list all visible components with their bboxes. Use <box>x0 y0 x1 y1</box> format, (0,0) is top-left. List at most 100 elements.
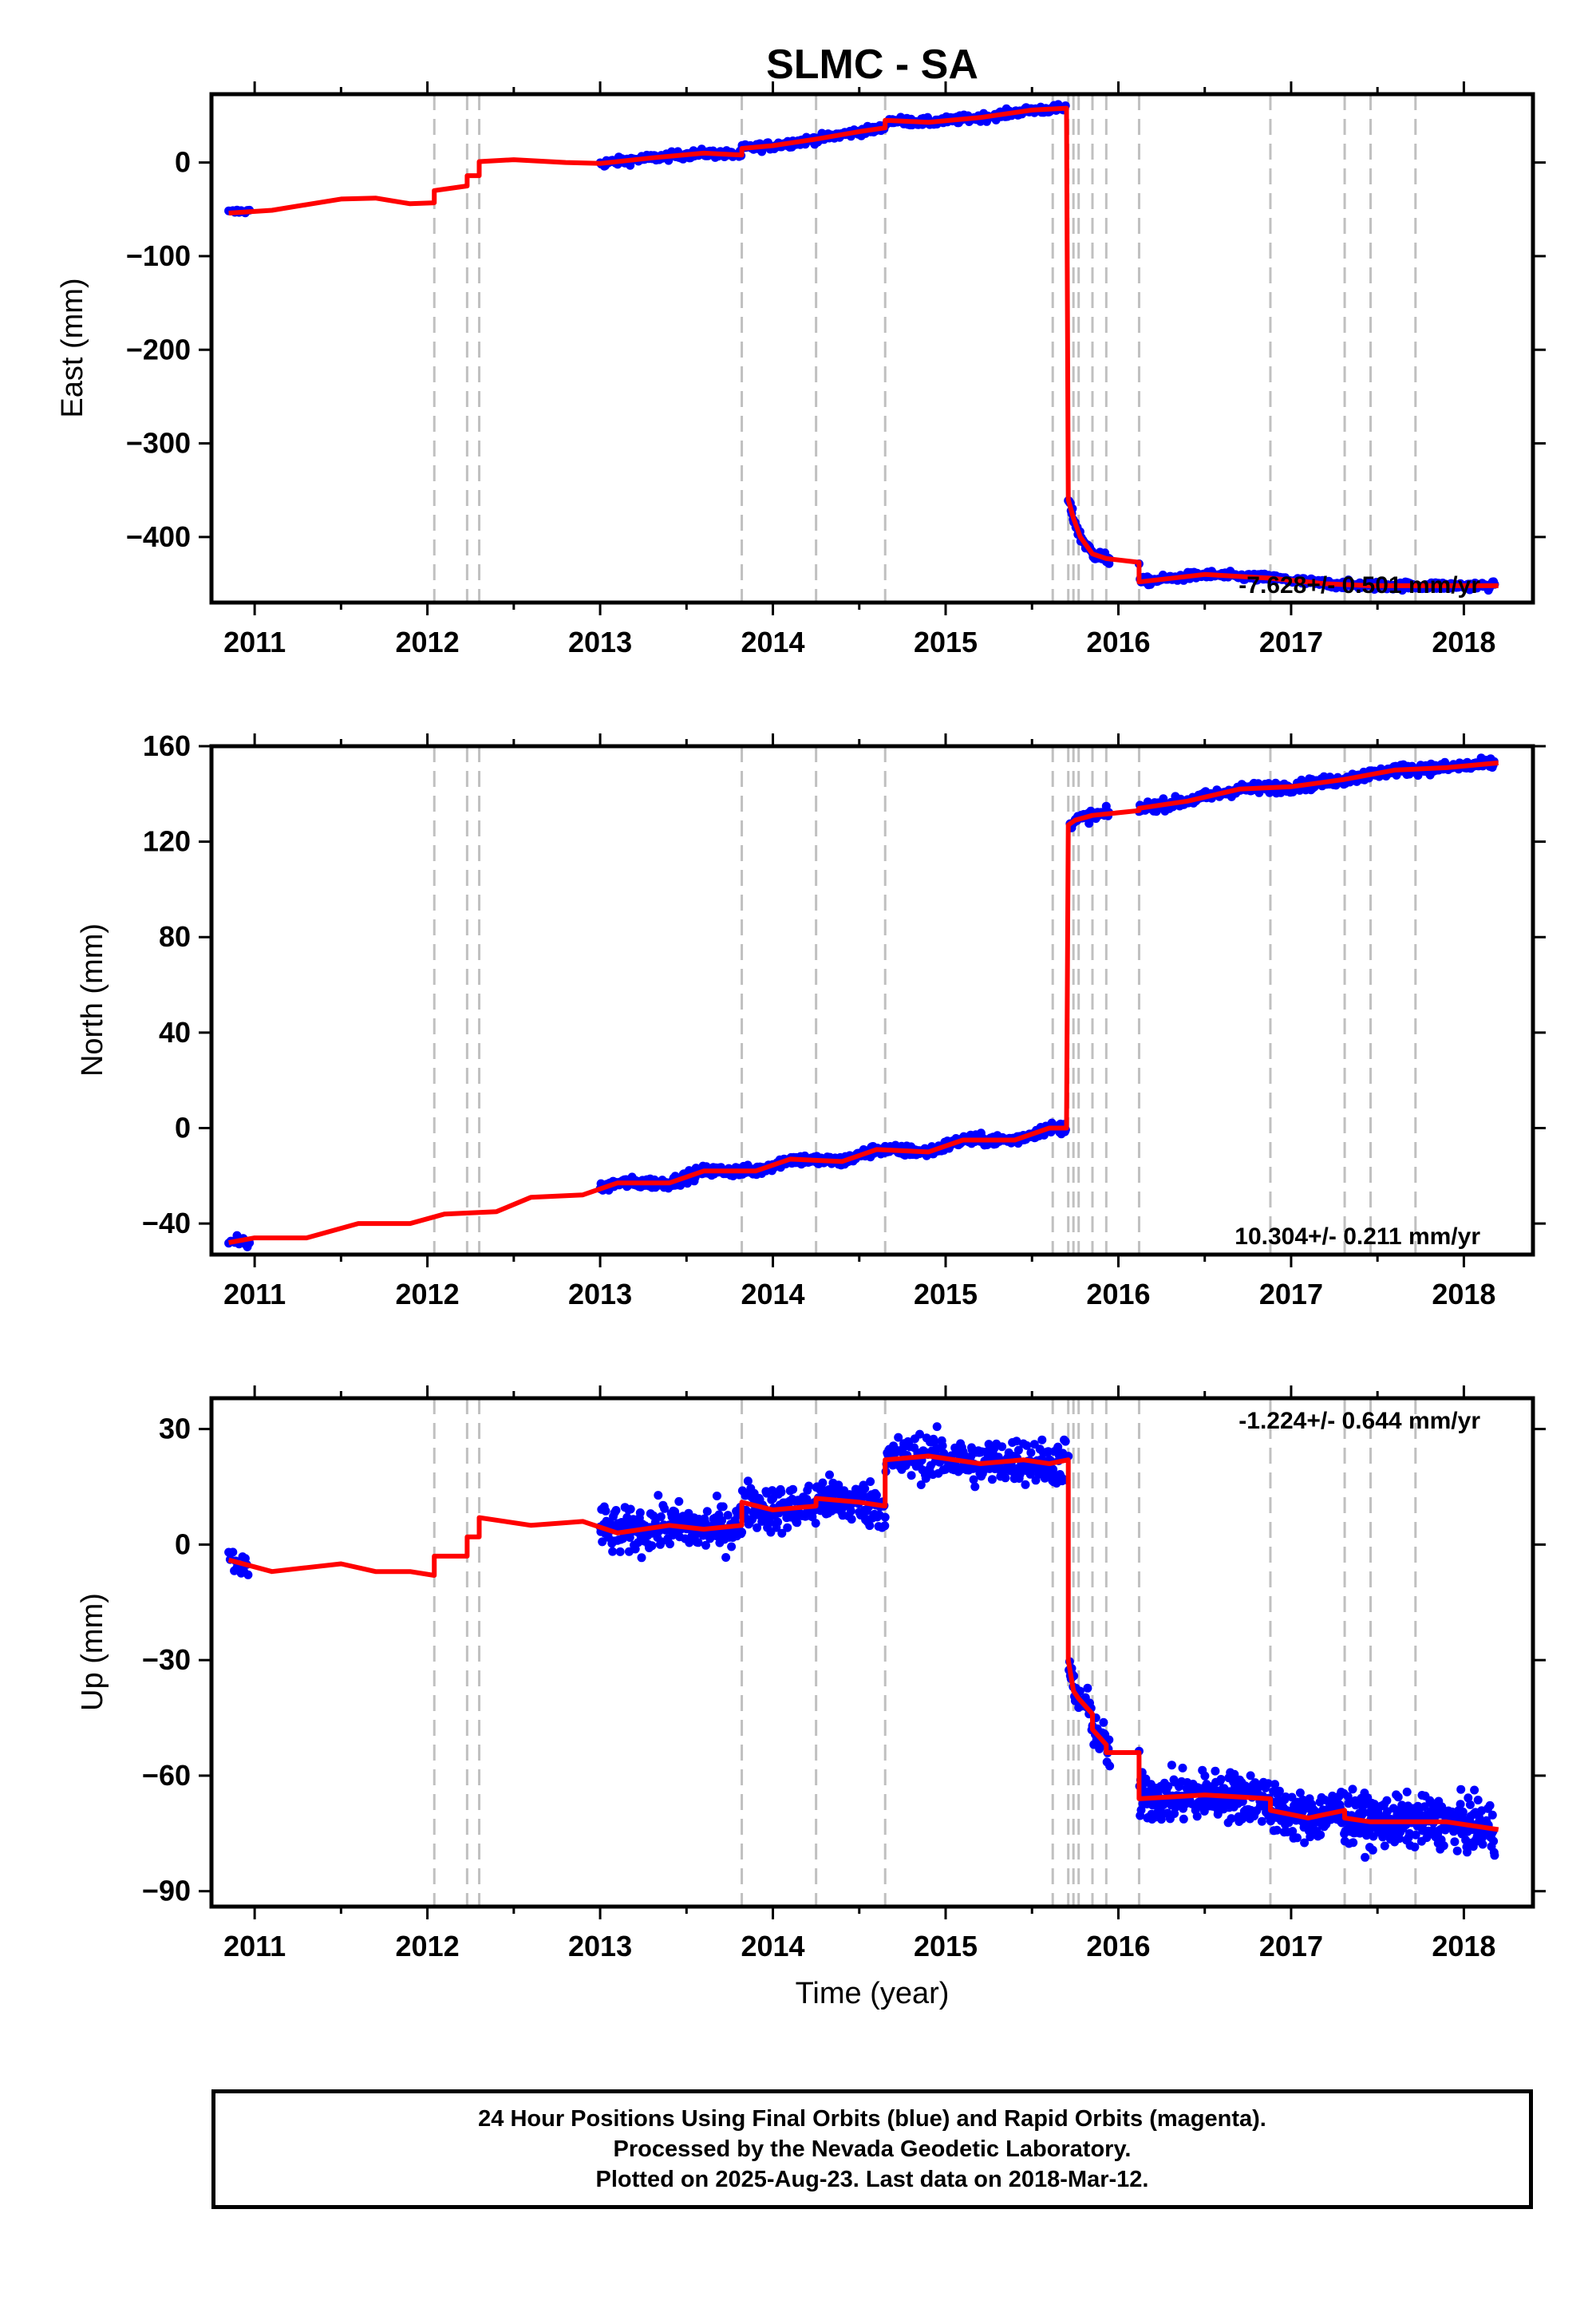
up-data-point <box>969 1475 978 1484</box>
up-data-point <box>1211 1766 1220 1776</box>
up-data-point <box>1257 1816 1266 1826</box>
north-y-tick-label: 40 <box>159 1016 191 1049</box>
up-data-point <box>970 1482 980 1492</box>
up-data-point <box>1281 1792 1290 1801</box>
up-data-point <box>1489 1836 1499 1846</box>
up-data-point <box>712 1492 721 1500</box>
north-x-tick-label: 2011 <box>223 1278 286 1310</box>
east-x-tick-label: 2017 <box>1259 626 1323 658</box>
chart-title: SLMC - SA <box>766 41 978 88</box>
up-data-point <box>1203 1781 1211 1791</box>
footer-box: 24 Hour Positions Using Final Orbits (bl… <box>211 2089 1533 2209</box>
up-data-point <box>1349 1838 1358 1848</box>
up-model-line <box>227 1453 1499 1832</box>
up-data-point <box>1343 1792 1353 1801</box>
panel-up: 2011 2012 2013 2014 2015 2016 2017 2018 30 0 −30 −6… <box>76 1385 1546 1962</box>
north-x-tick-label: 2013 <box>568 1278 632 1310</box>
up-data-point <box>987 1475 997 1484</box>
up-data-point <box>1061 1437 1070 1446</box>
up-data-point <box>1361 1852 1370 1862</box>
up-data-point <box>1274 1786 1284 1796</box>
up-data-point <box>650 1517 660 1527</box>
north-x-tick-label: 2018 <box>1432 1278 1495 1310</box>
up-data-point <box>1246 1771 1255 1780</box>
north-x-tick-label: 2015 <box>914 1278 978 1310</box>
up-data-point <box>717 1516 726 1525</box>
up-data-point <box>1287 1792 1297 1802</box>
up-y-tick-label: 0 <box>175 1528 191 1560</box>
up-data-point <box>1295 1788 1305 1797</box>
up-data-point <box>1163 1781 1173 1791</box>
up-data-point <box>1200 1771 1210 1780</box>
up-data-point <box>788 1484 798 1494</box>
east-plot-frame <box>209 92 1535 605</box>
up-data-point <box>647 1541 657 1551</box>
up-data-point <box>1348 1784 1357 1794</box>
up-ylabel: Up (mm) <box>76 1593 109 1711</box>
up-data-point <box>1026 1448 1036 1457</box>
north-plot-frame <box>209 744 1535 1257</box>
east-rate-label: -7.628+/- 0.501 mm/yr <box>1238 572 1480 599</box>
east-axis-ticks: 2011 2012 2013 2014 2015 2016 2017 2018 0 −100 −20… <box>126 81 1546 658</box>
up-y-tick-label: −30 <box>142 1643 191 1676</box>
up-data-point <box>1382 1796 1392 1805</box>
up-data-point <box>1227 1814 1236 1824</box>
north-model-line <box>228 760 1499 1245</box>
up-data-point <box>765 1517 775 1527</box>
up-data-point <box>1272 1825 1282 1835</box>
north-ylabel: North (mm) <box>76 923 109 1077</box>
north-x-tick-label: 2016 <box>1086 1278 1150 1310</box>
up-data-point <box>811 1519 820 1528</box>
east-y-tick-label: −100 <box>126 239 191 272</box>
up-data-point <box>1216 1775 1226 1784</box>
up-data-point <box>792 1518 802 1528</box>
up-data-point <box>1470 1785 1479 1795</box>
footer-line-3: Plotted on 2025-Aug-23. Last data on 201… <box>595 2167 1149 2192</box>
up-data-point <box>727 1542 737 1551</box>
east-x-tick-label: 2015 <box>914 626 978 658</box>
north-y-tick-label: 0 <box>175 1111 191 1144</box>
north-y-tick-label: −40 <box>142 1207 191 1239</box>
up-data-point <box>776 1488 786 1497</box>
up-data-point <box>894 1433 903 1442</box>
up-data-point <box>718 1502 728 1512</box>
east-y-tick-label: −400 <box>126 520 191 553</box>
up-data-point <box>1450 1837 1460 1847</box>
up-data-point <box>834 1480 843 1490</box>
up-plot-frame <box>209 1396 1535 1909</box>
up-data-point <box>666 1539 674 1549</box>
north-axis-ticks: 2011 2012 2013 2014 2015 2016 2017 2018 160 120 80… <box>142 729 1546 1310</box>
up-data-point <box>228 1547 238 1557</box>
up-rate-label: -1.224+/- 0.644 mm/yr <box>1238 1408 1480 1434</box>
up-data-point <box>670 1510 680 1520</box>
up-data-point <box>1192 1812 1202 1821</box>
up-data-point <box>1380 1841 1389 1851</box>
up-data-point <box>626 1504 635 1514</box>
up-data-point <box>880 1512 890 1522</box>
up-data-point <box>1099 1717 1108 1727</box>
east-model-line <box>228 105 1499 588</box>
up-data-point <box>1159 1800 1168 1809</box>
up-data-point <box>1013 1445 1023 1455</box>
up-data-point <box>721 1553 731 1562</box>
east-y-tick-label: −300 <box>126 427 191 460</box>
up-data-point <box>654 1491 663 1500</box>
up-x-tick-label: 2014 <box>741 1930 804 1962</box>
up-y-tick-label: −90 <box>142 1875 191 1907</box>
footer-line-2: Processed by the Nevada Geodetic Laborat… <box>613 2136 1132 2162</box>
up-data-point <box>825 1470 834 1480</box>
up-data-point <box>1230 1769 1239 1779</box>
up-data-point <box>847 1515 856 1524</box>
up-data-point <box>674 1496 684 1506</box>
up-data-point <box>1156 1815 1166 1824</box>
up-data-point <box>818 1478 828 1488</box>
up-data-point <box>1044 1447 1053 1456</box>
up-data-layer <box>224 1398 1499 1907</box>
up-x-tick-label: 2018 <box>1432 1930 1495 1962</box>
up-data-point <box>1012 1437 1021 1446</box>
east-y-tick-label: 0 <box>175 146 191 179</box>
up-data-point <box>1022 1441 1032 1450</box>
up-data-point <box>1306 1832 1315 1842</box>
up-data-point <box>804 1481 814 1491</box>
up-data-point <box>1344 1799 1353 1808</box>
